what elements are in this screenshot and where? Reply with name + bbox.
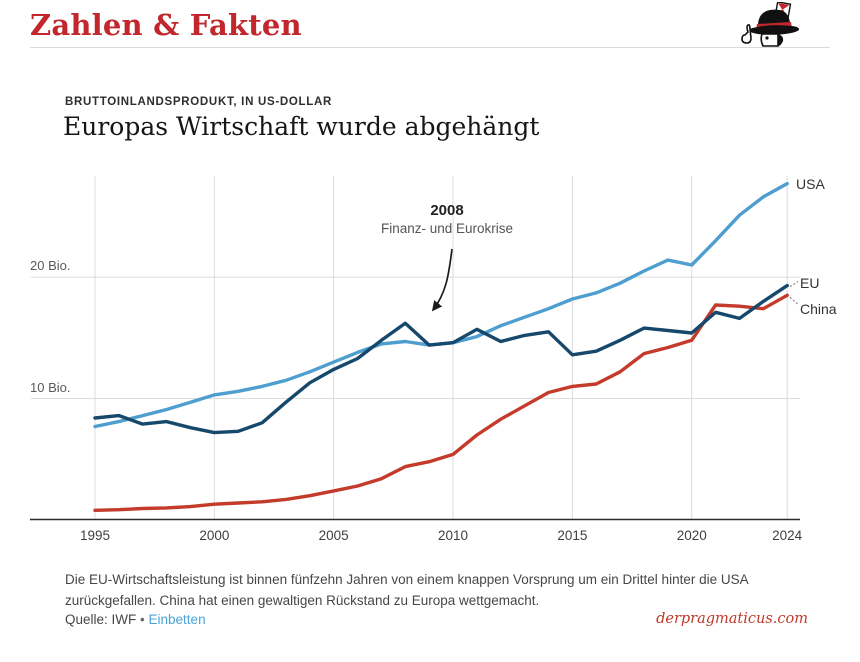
x-tick-label: 2005 xyxy=(318,528,349,543)
annotation-year: 2008 xyxy=(430,202,464,219)
brand-title: Zahlen & Fakten xyxy=(30,8,302,42)
chart-title: Europas Wirtschaft wurde abgehängt xyxy=(63,112,540,141)
source-row: Quelle: IWF • Einbetten xyxy=(65,612,206,627)
annotation-2008: 2008 Finanz- und Eurokrise xyxy=(368,202,526,236)
line-series-eu xyxy=(93,283,789,435)
y-tick-label: 10 Bio. xyxy=(30,379,71,395)
series-label-eu: EU xyxy=(800,274,820,291)
x-tick-label: 1995 xyxy=(79,528,111,543)
eu-label-connector xyxy=(789,281,799,288)
series-label-china: China xyxy=(800,301,837,318)
header-divider xyxy=(30,47,830,48)
source-label: Quelle: IWF xyxy=(65,612,137,627)
chart-kicker: BRUTTOINLANDSPRODUKT, IN US-DOLLAR xyxy=(65,96,332,108)
embed-link[interactable]: Einbetten xyxy=(148,612,206,627)
site-link[interactable]: derpragmaticus.com xyxy=(656,611,808,627)
annotation-text: Finanz- und Eurokrise xyxy=(380,221,514,236)
x-tick-label: 2024 xyxy=(772,528,803,543)
chart-footnote: Die EU-Wirtschaftsleistung ist binnen fü… xyxy=(65,572,748,608)
x-tick-label: 2015 xyxy=(557,528,588,543)
pragmaticus-mascot-logo[interactable] xyxy=(736,2,808,48)
line-series-china xyxy=(93,293,789,512)
annotation-arrow xyxy=(431,248,453,312)
y-tick-label: 20 Bio. xyxy=(30,258,71,274)
x-tick-label: 2010 xyxy=(438,528,469,543)
x-tick-label: 2000 xyxy=(199,528,230,543)
series-label-usa: USA xyxy=(796,175,825,192)
x-tick-label: 2020 xyxy=(676,528,707,543)
china-label-connector xyxy=(789,296,799,305)
